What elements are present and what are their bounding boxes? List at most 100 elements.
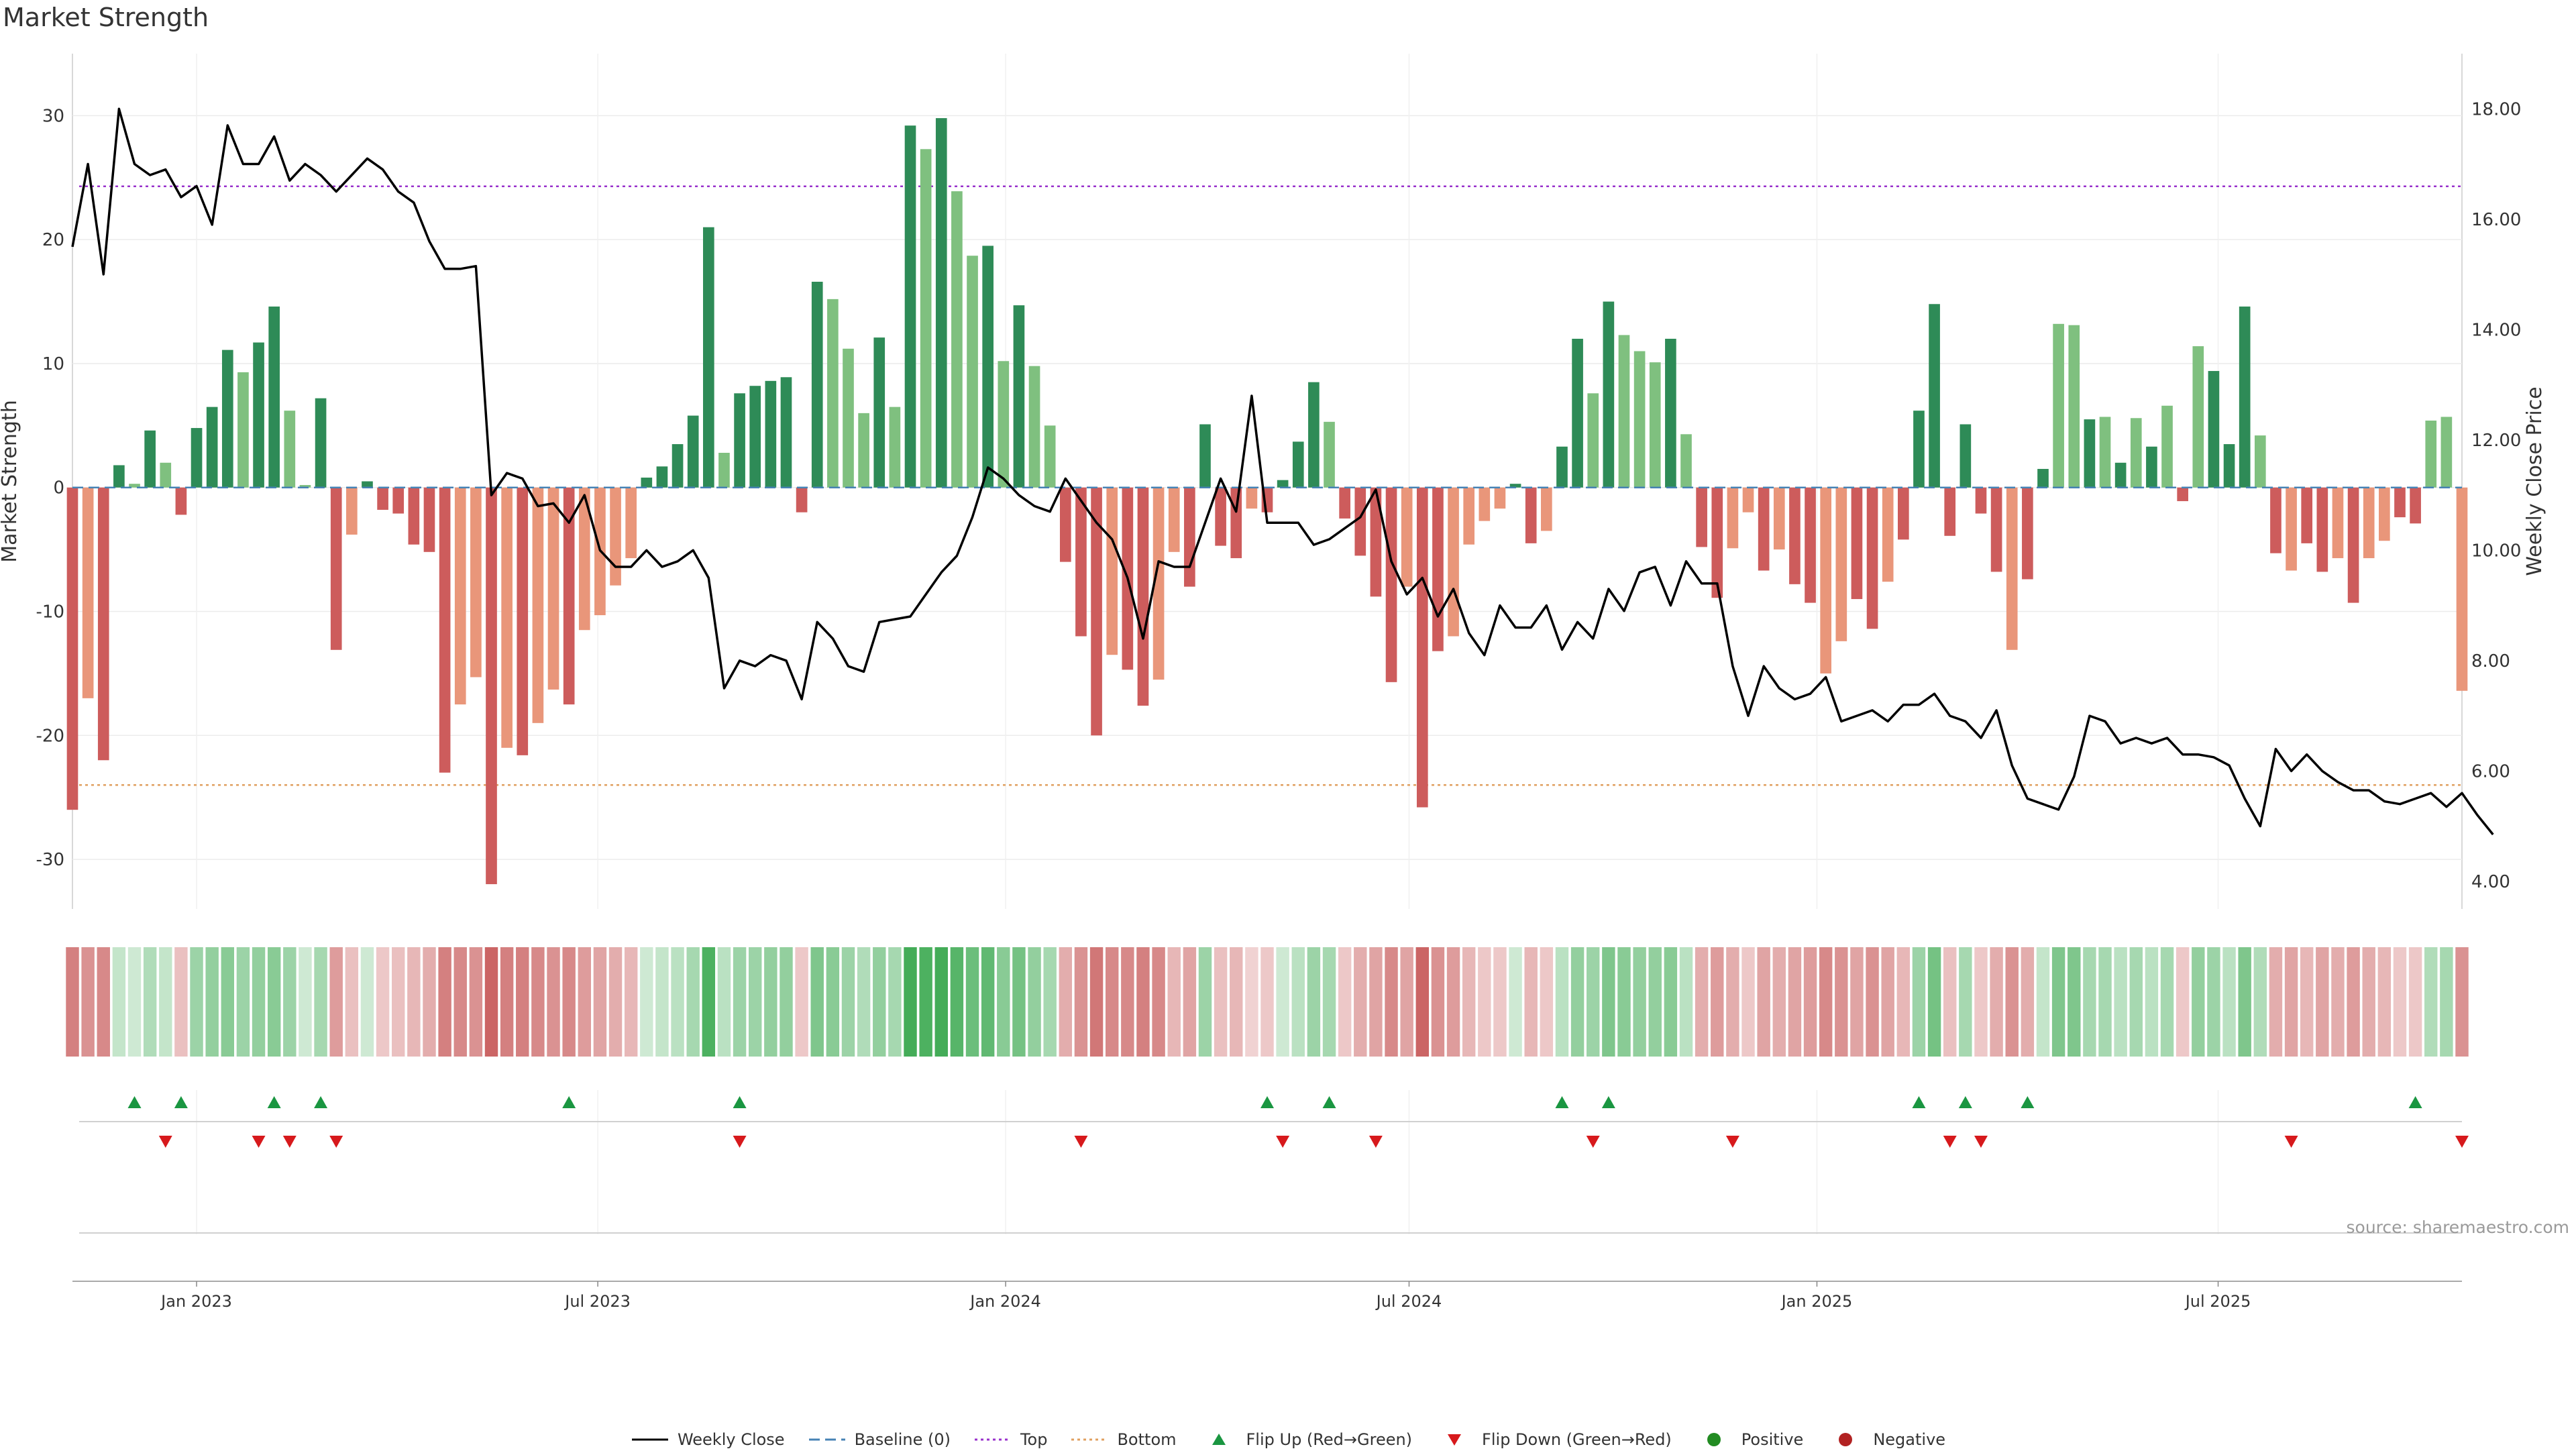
strength-band-cell bbox=[1850, 947, 1864, 1057]
strength-band-cell bbox=[702, 947, 716, 1057]
strength-band-cell bbox=[1431, 947, 1445, 1057]
strength-band-cell bbox=[2068, 947, 2081, 1057]
strength-band-cell bbox=[392, 947, 405, 1057]
legend-label: Flip Down (Green→Red) bbox=[1482, 1430, 1672, 1449]
strength-bar bbox=[1308, 382, 1320, 488]
strength-band-cell bbox=[2051, 947, 2065, 1057]
strength-bar bbox=[1013, 305, 1025, 488]
strength-band-cell bbox=[1462, 947, 1476, 1057]
strength-band-cell bbox=[2440, 947, 2453, 1057]
strength-bar bbox=[1727, 487, 1739, 549]
strength-bar bbox=[2286, 487, 2297, 571]
flip-down-marker bbox=[2284, 1136, 2298, 1148]
strength-band-cell bbox=[1990, 947, 2003, 1057]
flip-up-marker bbox=[174, 1096, 188, 1108]
strength-band-cell bbox=[283, 947, 297, 1057]
strength-bar bbox=[2068, 325, 2080, 488]
strength-band-cell bbox=[127, 947, 142, 1057]
strength-bar bbox=[1184, 487, 1195, 587]
strength-bar bbox=[1339, 487, 1350, 519]
strength-band-cell bbox=[423, 947, 436, 1057]
strength-band-cell bbox=[1943, 947, 1957, 1057]
strength-bar bbox=[454, 487, 466, 705]
strength-band-cell bbox=[438, 947, 451, 1057]
flip-up-marker bbox=[2021, 1096, 2035, 1108]
strength-bar bbox=[2394, 487, 2406, 518]
strength-band-cell bbox=[748, 947, 762, 1057]
strength-bar bbox=[1525, 487, 1537, 543]
strength-band-cell bbox=[1912, 947, 1926, 1057]
y-tick-label: -10 bbox=[36, 602, 64, 623]
strength-bar bbox=[2177, 487, 2188, 502]
strength-band-cell bbox=[1338, 947, 1352, 1057]
flip-down-marker bbox=[1974, 1136, 1988, 1148]
strength-bar bbox=[284, 411, 296, 488]
strength-band-cell bbox=[2253, 947, 2267, 1057]
strength-band-cell bbox=[1446, 947, 1460, 1057]
strength-band-cell bbox=[267, 947, 281, 1057]
legend-item-top: Top bbox=[973, 1430, 1048, 1449]
x-tick-label: Jan 2024 bbox=[969, 1292, 1041, 1311]
flip-up-marker bbox=[1912, 1096, 1926, 1108]
strength-band-cell bbox=[500, 947, 514, 1057]
strength-bar bbox=[1215, 487, 1226, 546]
strength-bar bbox=[144, 430, 156, 488]
strength-bar bbox=[1882, 487, 1894, 582]
strength-bar bbox=[827, 299, 839, 488]
strength-band-cell bbox=[640, 947, 653, 1057]
strength-bar bbox=[2239, 306, 2251, 488]
strength-bar bbox=[1929, 304, 1940, 488]
strength-band-cell bbox=[531, 947, 545, 1057]
x-tick-label: Jan 2023 bbox=[160, 1292, 232, 1311]
top-legend-swatch bbox=[974, 1438, 1011, 1441]
strength-bar bbox=[2425, 420, 2437, 488]
strength-band-cell bbox=[841, 947, 855, 1057]
y-tick-label: 20 bbox=[42, 230, 64, 250]
strength-band-cell bbox=[686, 947, 700, 1057]
strength-band-cell bbox=[1415, 947, 1430, 1057]
strength-bar bbox=[1401, 487, 1413, 587]
strength-bar bbox=[1960, 424, 1972, 488]
flip-down-marker bbox=[2455, 1136, 2469, 1148]
y2-axis-label: Weekly Close Price bbox=[2523, 386, 2546, 576]
flip-down-marker bbox=[252, 1136, 266, 1148]
positive-legend-swatch bbox=[1707, 1433, 1721, 1446]
strength-bar bbox=[1711, 487, 1723, 598]
strength-bar bbox=[749, 386, 761, 488]
strength-band-cell bbox=[795, 947, 808, 1057]
y-tick-label: 30 bbox=[42, 106, 64, 126]
strength-band-cell bbox=[1276, 947, 1289, 1057]
strength-bar bbox=[517, 487, 529, 755]
bottom-legend-swatch bbox=[1071, 1438, 1108, 1441]
strength-bar bbox=[1990, 487, 2002, 572]
strength-bar bbox=[1509, 484, 1521, 488]
strength-bar bbox=[1494, 487, 1506, 509]
strength-band-cell bbox=[873, 947, 886, 1057]
strength-band-cell bbox=[997, 947, 1010, 1057]
strength-bar bbox=[1835, 487, 1847, 641]
strength-bar bbox=[1463, 487, 1475, 545]
strength-bar bbox=[2114, 462, 2127, 488]
strength-band-cell bbox=[1354, 947, 1367, 1057]
strength-band-cell bbox=[2222, 947, 2236, 1057]
strength-bar bbox=[423, 487, 435, 552]
x-tick-label: Jul 2025 bbox=[2184, 1292, 2251, 1311]
strength-band-cell bbox=[252, 947, 266, 1057]
strength-bar bbox=[1820, 487, 1832, 674]
strength-bar bbox=[237, 372, 249, 488]
flip-down-marker bbox=[1725, 1136, 1739, 1148]
flip-up-marker bbox=[314, 1096, 328, 1108]
strength-bar bbox=[82, 487, 94, 698]
strength-band-cell bbox=[376, 947, 390, 1057]
strength-band-cell bbox=[764, 947, 777, 1057]
strength-band-cell bbox=[484, 947, 498, 1057]
strength-band-cell bbox=[1307, 947, 1321, 1057]
strength-band-cell bbox=[1136, 947, 1150, 1057]
strength-band-cell bbox=[981, 947, 995, 1057]
legend-label: Top bbox=[1020, 1430, 1048, 1449]
flip-down-marker bbox=[158, 1136, 172, 1148]
y-axis-label: Market Strength bbox=[0, 400, 21, 562]
strength-band-cell bbox=[1633, 947, 1646, 1057]
strength-bar bbox=[889, 407, 901, 488]
y2-tick-label: 16.00 bbox=[2471, 210, 2521, 230]
